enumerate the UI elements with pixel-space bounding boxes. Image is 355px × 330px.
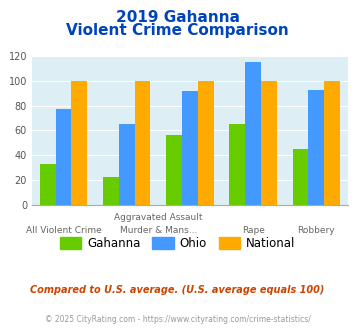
Bar [245, 62, 261, 205]
Bar [71, 81, 87, 205]
Bar [229, 124, 245, 205]
Bar [135, 81, 151, 205]
Text: Violent Crime Comparison: Violent Crime Comparison [66, 23, 289, 38]
Text: Aggravated Assault: Aggravated Assault [114, 213, 203, 222]
Bar [119, 124, 135, 205]
Bar [308, 89, 324, 205]
Text: All Violent Crime: All Violent Crime [26, 226, 102, 235]
Text: 2019 Gahanna: 2019 Gahanna [115, 10, 240, 25]
Bar [56, 109, 71, 205]
Text: Compared to U.S. average. (U.S. average equals 100): Compared to U.S. average. (U.S. average … [30, 285, 325, 295]
Text: Robbery: Robbery [297, 226, 335, 235]
Text: Murder & Mans...: Murder & Mans... [120, 226, 197, 235]
Text: Rape: Rape [242, 226, 264, 235]
Bar [182, 91, 198, 205]
Text: © 2025 CityRating.com - https://www.cityrating.com/crime-statistics/: © 2025 CityRating.com - https://www.city… [45, 315, 310, 324]
Bar [324, 81, 340, 205]
Legend: Gahanna, Ohio, National: Gahanna, Ohio, National [55, 232, 300, 255]
Bar [40, 164, 56, 205]
Bar [198, 81, 214, 205]
Bar [166, 135, 182, 205]
Bar [103, 178, 119, 205]
Bar [293, 149, 308, 205]
Bar [261, 81, 277, 205]
